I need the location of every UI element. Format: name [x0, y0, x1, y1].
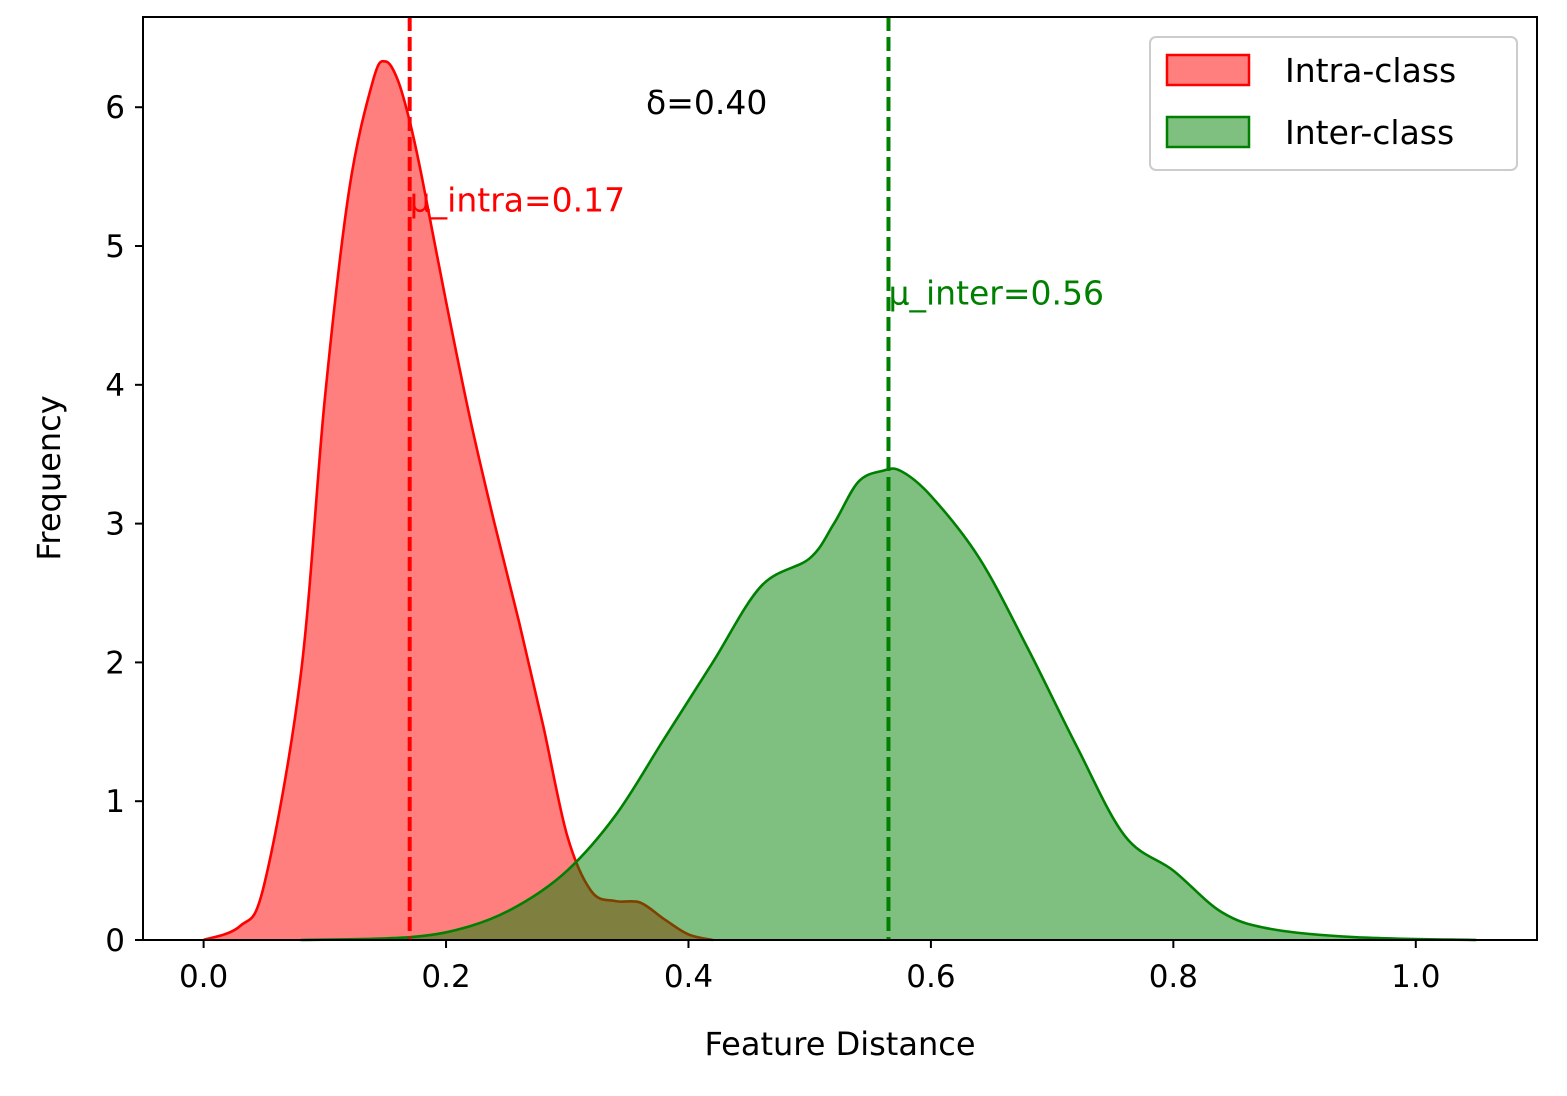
y-tick-label: 1: [105, 784, 125, 820]
annotation-1: µ_inter=0.56: [888, 273, 1104, 312]
density-area-intra-class: [203, 61, 713, 941]
density-line-inter-class: [300, 467, 1477, 942]
x-tick-label: 0.6: [906, 959, 955, 995]
y-tick-label: 5: [105, 229, 125, 265]
axes-frame: [142, 16, 1538, 941]
x-tick-label: 0.4: [664, 959, 713, 995]
annotation-0: µ_intra=0.17: [410, 180, 625, 219]
y-axis: 0 1 2 3 4 5 6: [105, 90, 143, 959]
y-tick-label: 2: [105, 645, 125, 681]
y-tick-label: 0: [105, 923, 125, 959]
y-tick-label: 6: [105, 90, 125, 126]
y-axis-label: Frequency: [30, 395, 68, 560]
legend-swatch-inter-class: [1165, 115, 1251, 149]
x-tick-label: 0.8: [1149, 959, 1198, 995]
x-axis-label: Feature Distance: [704, 1025, 975, 1063]
legend: Intra-class Inter-class: [1149, 36, 1518, 171]
plot-area: µ_intra=0.17 µ_inter=0.56 δ=0.40: [203, 17, 1477, 942]
legend-label-inter-class: Inter-class: [1285, 113, 1454, 152]
annotation-2: δ=0.40: [646, 83, 767, 122]
legend-swatch-intra-class: [1165, 53, 1251, 87]
legend-label-intra-class: Intra-class: [1285, 51, 1456, 90]
x-tick-label: 0.0: [179, 959, 228, 995]
y-tick-label: 3: [105, 507, 125, 543]
x-tick-label: 0.2: [421, 959, 470, 995]
y-tick-label: 4: [105, 368, 125, 404]
x-tick-label: 1.0: [1391, 959, 1440, 995]
x-axis: 0.0 0.2 0.4 0.6 0.8 1.0: [179, 940, 1440, 995]
